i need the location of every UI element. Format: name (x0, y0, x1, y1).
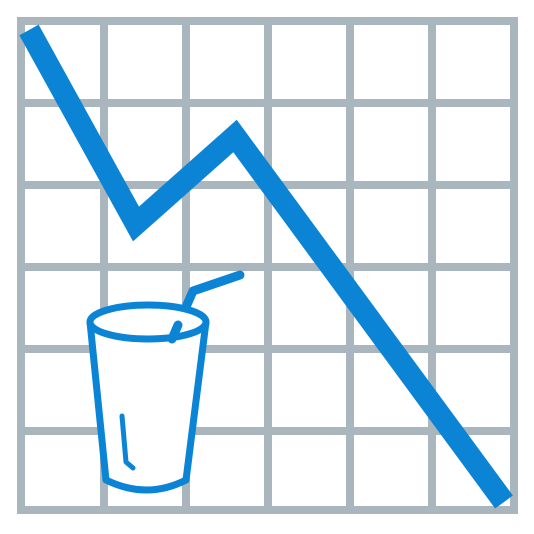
straw-inside-cup-icon (167, 320, 183, 344)
downward-trend-line (19, 24, 513, 509)
cup-highlight-icon (119, 413, 136, 471)
cup-with-straw-icon (86, 270, 245, 494)
cup-body-icon (86, 318, 210, 494)
cup-rim-icon (86, 301, 210, 343)
